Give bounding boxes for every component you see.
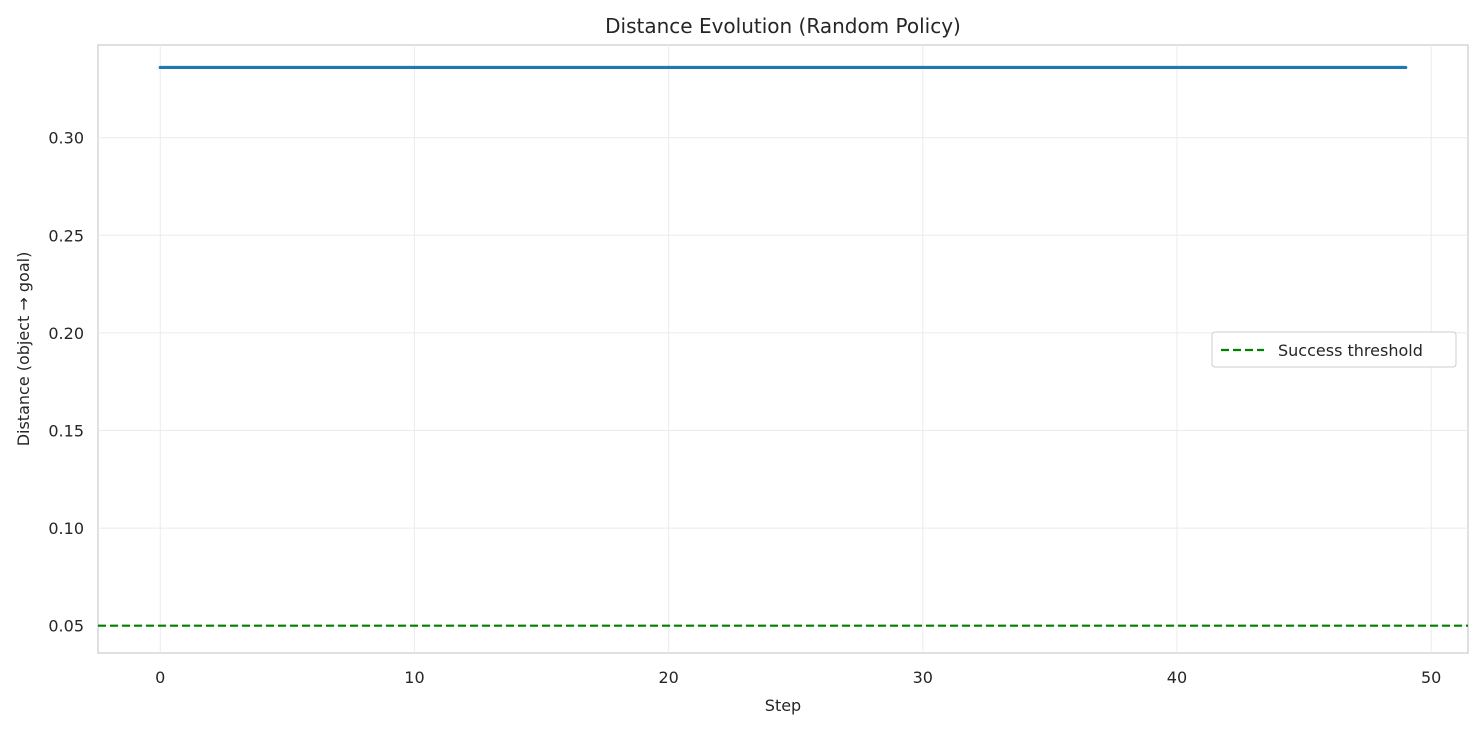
legend-label-success-threshold: Success threshold — [1278, 341, 1423, 360]
y-tick-label: 0.25 — [48, 226, 84, 245]
x-tick-label: 10 — [404, 668, 424, 687]
chart-title: Distance Evolution (Random Policy) — [605, 14, 961, 38]
x-tick-label: 40 — [1167, 668, 1187, 687]
y-tick-label: 0.20 — [48, 324, 84, 343]
x-tick-label: 20 — [658, 668, 678, 687]
legend-box — [1211, 331, 1457, 368]
y-tick-labels: 0.05 0.10 0.15 0.20 0.25 0.30 — [48, 129, 84, 636]
x-tick-label: 50 — [1421, 668, 1441, 687]
y-tick-label: 0.05 — [48, 617, 84, 636]
x-tick-labels: 0 10 20 30 40 50 — [155, 668, 1441, 687]
y-tick-label: 0.15 — [48, 421, 84, 440]
y-axis-label: Distance (object → goal) — [14, 252, 33, 447]
x-tick-label: 0 — [155, 668, 165, 687]
x-axis-label: Step — [765, 696, 801, 715]
x-tick-label: 30 — [913, 668, 933, 687]
legend: Success threshold — [1211, 331, 1457, 368]
y-tick-label: 0.10 — [48, 519, 84, 538]
y-tick-label: 0.30 — [48, 129, 84, 148]
